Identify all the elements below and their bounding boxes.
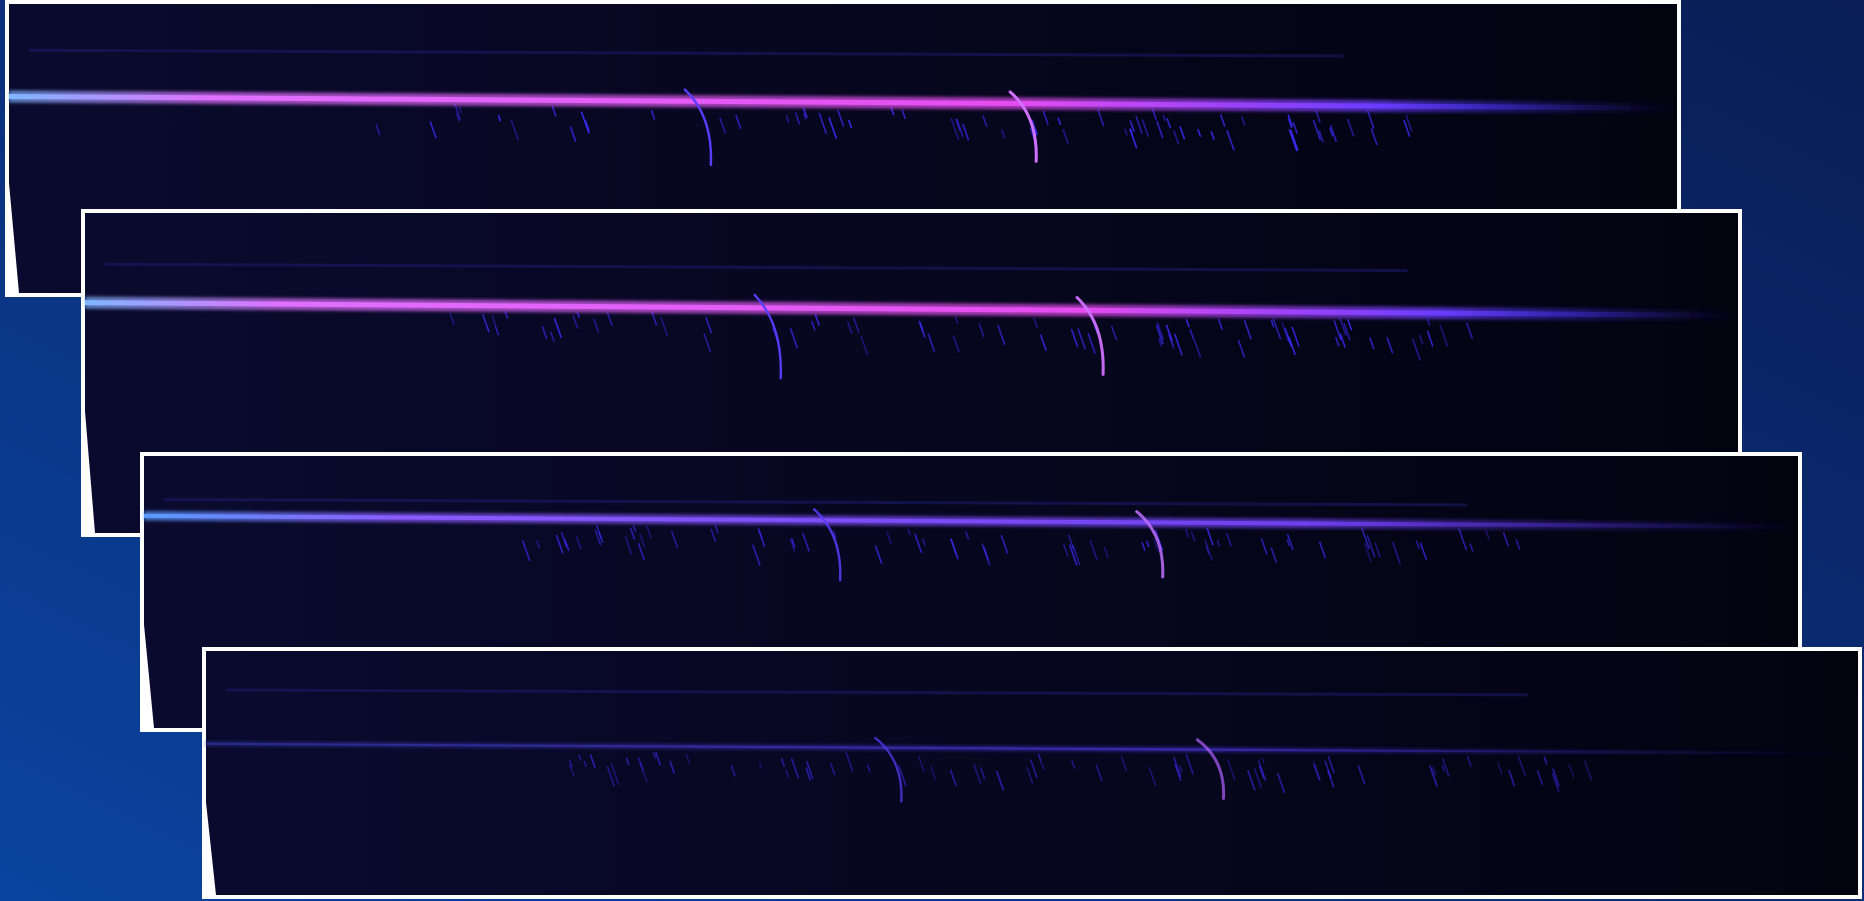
spectra bbox=[5, 0, 1862, 899]
slide bbox=[0, 0, 1864, 901]
spectrum-panel bbox=[202, 647, 1862, 899]
panel-image bbox=[206, 651, 1858, 895]
page: (() => { const data = JSON.parse(documen… bbox=[0, 0, 1864, 901]
